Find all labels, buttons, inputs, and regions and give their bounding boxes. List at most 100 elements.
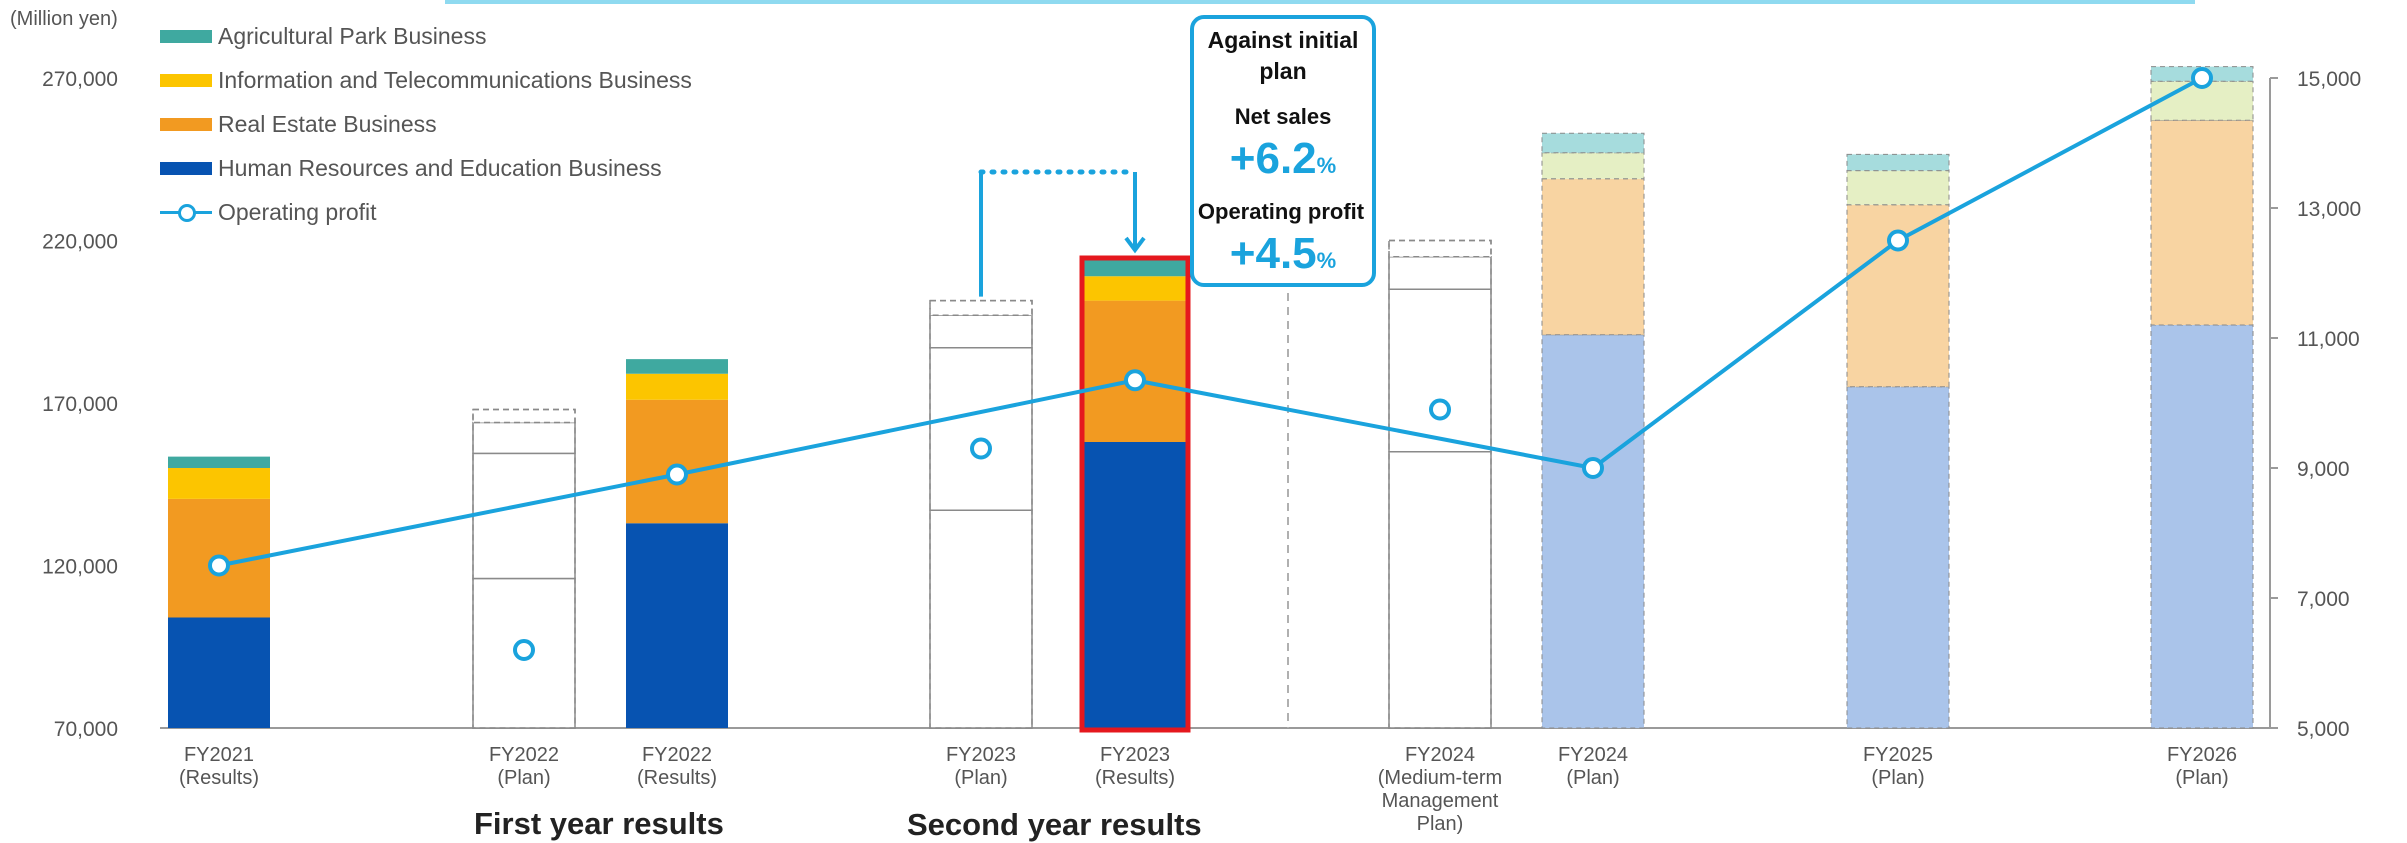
bar-segment bbox=[1388, 288, 1492, 453]
x-tick-label-line: FY2024 bbox=[1405, 744, 1475, 766]
legend-label: Agricultural Park Business bbox=[218, 22, 487, 49]
x-tick-label: FY2026 (Plan) bbox=[2167, 744, 2237, 789]
net-sales-unit: % bbox=[1316, 153, 1337, 178]
operating-profit-point bbox=[666, 463, 688, 486]
top-accent-bar bbox=[445, 0, 2195, 4]
x-tick-label: FY2022 (Results) bbox=[637, 744, 717, 789]
legend-item-telecom: Information and Telecommunications Busin… bbox=[160, 58, 692, 102]
bar-segment bbox=[1541, 334, 1645, 729]
x-tick-label-line: (Plan) bbox=[2175, 767, 2228, 789]
bar-segment bbox=[168, 456, 270, 468]
bar-segment bbox=[626, 373, 728, 400]
bar-segment bbox=[1388, 451, 1492, 729]
first-year-results-label: First year results bbox=[474, 806, 724, 841]
bar-segment bbox=[168, 468, 270, 499]
legend-item-human-resources: Human Resources and Education Business bbox=[160, 146, 692, 190]
legend-item-agricultural: Agricultural Park Business bbox=[160, 14, 692, 58]
bar-segment bbox=[1541, 132, 1645, 154]
legend: Agricultural Park Business Information a… bbox=[160, 14, 692, 234]
net-sales-value: +6.2 bbox=[1229, 134, 1317, 183]
bar-segment bbox=[472, 408, 576, 424]
x-tick-label: FY2024 (Medium-term Management Plan) bbox=[1378, 744, 1502, 835]
bar-outline bbox=[929, 299, 1033, 729]
bar-segment bbox=[626, 399, 728, 524]
x-tick-label-line: Management bbox=[1382, 790, 1499, 812]
x-tick-label: FY2025 (Plan) bbox=[1863, 744, 1933, 789]
bar-outline bbox=[472, 408, 576, 729]
operating-profit-point bbox=[1887, 229, 1909, 252]
callout-op-label: Operating profit bbox=[1197, 199, 1365, 224]
x-tick-label-line: (Plan) bbox=[954, 767, 1007, 789]
against-plan-callout: Against initial plan Net sales +6.2% Ope… bbox=[1190, 15, 1376, 287]
operating-profit-point bbox=[2191, 67, 2213, 89]
legend-label: Human Resources and Education Business bbox=[218, 154, 662, 181]
bar-segment bbox=[1388, 239, 1492, 258]
bar-segment bbox=[929, 347, 1033, 511]
x-tick-label-line: FY2023 bbox=[1100, 744, 1170, 766]
x-tick-label: FY2021 (Results) bbox=[179, 744, 259, 789]
x-tick-label-line: FY2021 bbox=[184, 744, 254, 766]
bar-segment bbox=[626, 523, 728, 728]
legend-label: Real Estate Business bbox=[218, 110, 437, 137]
legend-label: Operating profit bbox=[218, 198, 377, 225]
real-estate-swatch bbox=[160, 117, 212, 131]
y2-tick-label: 9,000 bbox=[2297, 458, 2350, 481]
bar-segment bbox=[1084, 260, 1186, 277]
legend-item-real-estate: Real Estate Business bbox=[160, 102, 692, 146]
bar-outline bbox=[1388, 239, 1492, 729]
operating-profit-point bbox=[208, 554, 230, 577]
legend-label: Information and Telecommunications Busin… bbox=[218, 66, 692, 93]
bar-segment bbox=[1846, 170, 1950, 206]
callout-net-sales-label: Net sales bbox=[1234, 104, 1332, 129]
operating-profit-line bbox=[218, 76, 2203, 568]
x-tick-label-line: (Results) bbox=[179, 767, 259, 789]
y-tick-label: 120,000 bbox=[42, 556, 118, 579]
telecom-swatch bbox=[160, 73, 212, 87]
bar-segment bbox=[1541, 152, 1645, 180]
operating-profit-point bbox=[1124, 369, 1146, 392]
x-tick-label-line: FY2026 bbox=[2167, 744, 2237, 766]
arrow-head bbox=[1124, 236, 1146, 254]
bar-segment bbox=[1084, 276, 1186, 301]
bar-segment bbox=[2150, 119, 2254, 326]
y2-tick-label: 13,000 bbox=[2297, 198, 2361, 221]
operating-profit-point bbox=[513, 639, 535, 661]
second-year-results-label: Second year results bbox=[907, 807, 1202, 842]
y-tick-label: 170,000 bbox=[42, 393, 118, 416]
bar-segment bbox=[1846, 386, 1950, 729]
y2-tick-label: 5,000 bbox=[2297, 718, 2350, 741]
bar-segment bbox=[168, 617, 270, 728]
y2-tick-label: 7,000 bbox=[2297, 588, 2350, 611]
x-tick-label: FY2024 (Plan) bbox=[1558, 744, 1628, 789]
bar-segment bbox=[1388, 256, 1492, 290]
y-tick-label: 70,000 bbox=[54, 718, 118, 741]
bar-segment bbox=[929, 314, 1033, 349]
bar-segment bbox=[626, 359, 728, 374]
bar-segment bbox=[2150, 324, 2254, 729]
x-tick-label-line: FY2022 bbox=[489, 744, 559, 766]
op-unit: % bbox=[1316, 248, 1337, 273]
operating-profit-line-icon bbox=[160, 202, 212, 222]
x-tick-label-line: (Results) bbox=[637, 767, 717, 789]
operating-profit-point bbox=[1582, 457, 1604, 479]
operating-profit-point bbox=[970, 437, 992, 460]
highlight-border bbox=[1079, 255, 1191, 733]
callout-net-sales-value: +6.2% bbox=[1194, 134, 1372, 191]
x-tick-label: FY2023 (Results) bbox=[1095, 744, 1175, 789]
bar-segment bbox=[472, 452, 576, 580]
op-value: +4.5 bbox=[1229, 229, 1317, 278]
human-resources-swatch bbox=[160, 161, 212, 175]
bar-segment bbox=[929, 509, 1033, 729]
y-tick-label: 270,000 bbox=[42, 68, 118, 91]
x-tick-label-line: FY2025 bbox=[1863, 744, 1933, 766]
bar-segment bbox=[1541, 178, 1645, 336]
x-tick-label-line: (Medium-term bbox=[1378, 767, 1502, 789]
bar-segment bbox=[472, 421, 576, 455]
x-tick-label-line: (Plan) bbox=[1871, 767, 1924, 789]
y2-tick-label: 15,000 bbox=[2297, 68, 2361, 91]
x-tick-label-line: FY2024 bbox=[1558, 744, 1628, 766]
x-tick-label-line: (Plan) bbox=[497, 767, 550, 789]
x-tick-label-line: Plan) bbox=[1417, 813, 1464, 835]
bar-segment bbox=[1846, 153, 1950, 172]
